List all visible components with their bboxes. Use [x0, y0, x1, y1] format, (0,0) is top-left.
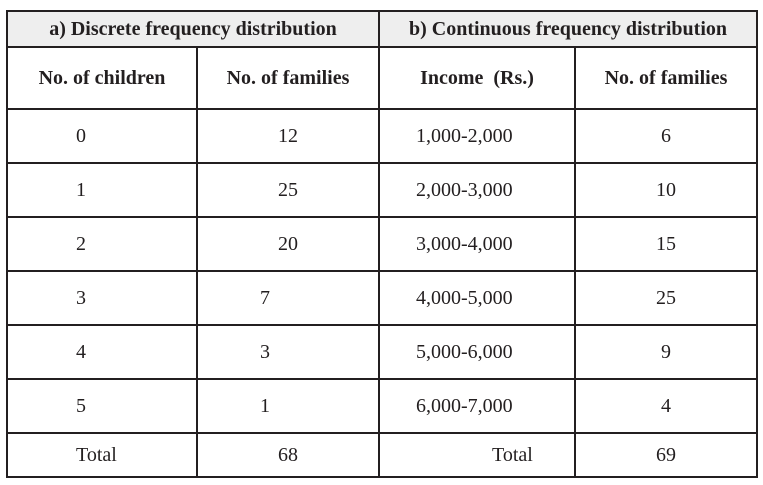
families-a-cell: 7 [196, 270, 380, 326]
table-row: 5 1 6,000-7,000 4 [6, 378, 758, 434]
families-b-cell: 4 [574, 378, 758, 434]
frequency-distribution-table: a) Discrete frequency distribution b) Co… [6, 10, 758, 478]
section-a-title: a) Discrete frequency distribution [6, 10, 380, 48]
income-cell: 3,000-4,000 [378, 216, 576, 272]
column-header-row: No. of children No. of families Income (… [6, 46, 758, 110]
children-cell: 3 [6, 270, 198, 326]
table-row: 0 12 1,000-2,000 6 [6, 108, 758, 164]
families-a-cell: 12 [196, 108, 380, 164]
income-cell: 2,000-3,000 [378, 162, 576, 218]
children-cell: 5 [6, 378, 198, 434]
section-header-row: a) Discrete frequency distribution b) Co… [6, 10, 758, 48]
families-a-cell: 1 [196, 378, 380, 434]
children-cell: 0 [6, 108, 198, 164]
income-cell: 5,000-6,000 [378, 324, 576, 380]
families-b-cell: 25 [574, 270, 758, 326]
income-cell: 1,000-2,000 [378, 108, 576, 164]
total-families-b: 69 [574, 432, 758, 478]
table-row: 4 3 5,000-6,000 9 [6, 324, 758, 380]
total-families-a: 68 [196, 432, 380, 478]
children-cell: 1 [6, 162, 198, 218]
column-header-families-a: No. of families [196, 46, 380, 110]
children-cell: 4 [6, 324, 198, 380]
total-label-b: Total [378, 432, 576, 478]
total-label-a: Total [6, 432, 198, 478]
families-b-cell: 6 [574, 108, 758, 164]
families-a-cell: 20 [196, 216, 380, 272]
income-cell: 4,000-5,000 [378, 270, 576, 326]
table-row: 1 25 2,000-3,000 10 [6, 162, 758, 218]
column-header-children: No. of children [6, 46, 198, 110]
families-b-cell: 15 [574, 216, 758, 272]
table-row: 3 7 4,000-5,000 25 [6, 270, 758, 326]
families-a-cell: 3 [196, 324, 380, 380]
children-cell: 2 [6, 216, 198, 272]
income-cell: 6,000-7,000 [378, 378, 576, 434]
families-a-cell: 25 [196, 162, 380, 218]
section-b-title: b) Continuous frequency distribution [378, 10, 758, 48]
column-header-income: Income (Rs.) [378, 46, 576, 110]
families-b-cell: 10 [574, 162, 758, 218]
total-row: Total 68 Total 69 [6, 432, 758, 478]
table-row: 2 20 3,000-4,000 15 [6, 216, 758, 272]
column-header-families-b: No. of families [574, 46, 758, 110]
families-b-cell: 9 [574, 324, 758, 380]
